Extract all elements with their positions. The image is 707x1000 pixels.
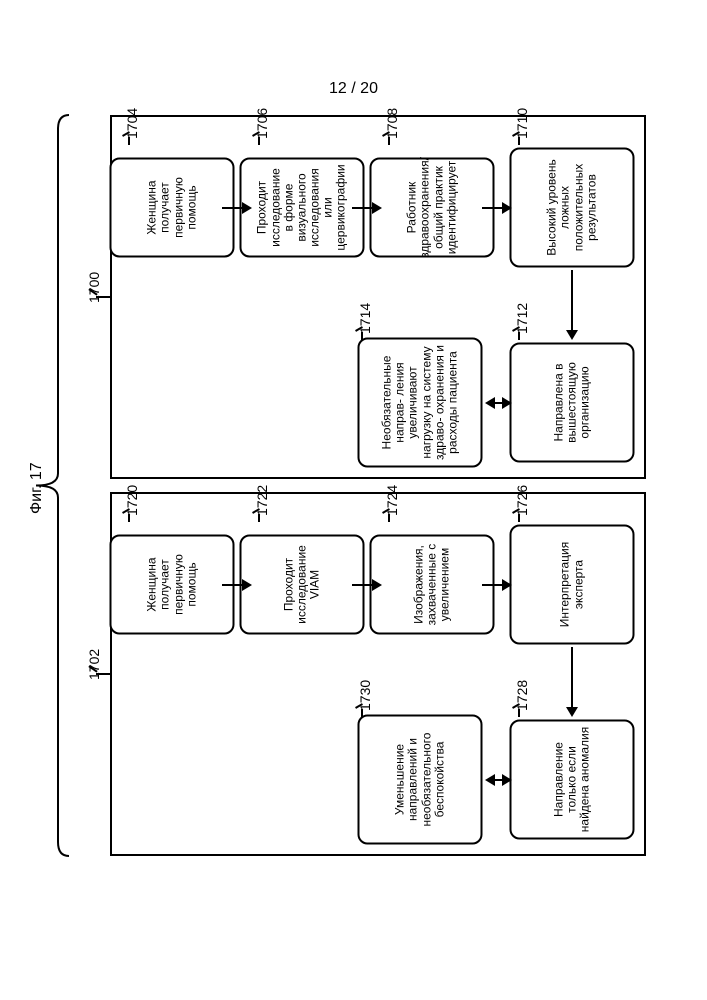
panel-ref-1702: 1702 [86, 649, 102, 680]
page-number: 12 / 20 [0, 80, 707, 98]
arrow-head-1708-1710 [502, 202, 512, 214]
arrow-1706-1708 [352, 207, 372, 209]
node-1722: Проходит исследование VIAM [240, 535, 365, 635]
node-1724: Изображения, захваченные с увеличением [370, 535, 495, 635]
node-1708: Работник здравоохранения/общий практик и… [370, 158, 495, 258]
arrow-head-1710-1712 [566, 330, 578, 340]
node-ref-1720: 1720 [124, 485, 140, 516]
arrow-1710-1712 [571, 270, 573, 330]
arrow-1720-1722 [222, 584, 242, 586]
node-ref-1714: 1714 [357, 303, 373, 334]
node-ref-1730: 1730 [357, 680, 373, 711]
node-ref-1708: 1708 [384, 108, 400, 139]
node-ref-1722: 1722 [254, 485, 270, 516]
node-1706: Проходит исследование в форме визуальног… [240, 158, 365, 258]
dblarrow-head-r-1712-1714 [502, 397, 512, 409]
arrow-head-1704-1706 [242, 202, 252, 214]
node-ref-1724: 1724 [384, 485, 400, 516]
dblarrow-head-r-1728-1730 [502, 774, 512, 786]
node-1710: Высокий уровень ложных положительных рез… [510, 148, 635, 268]
arrow-head-1726-1728 [566, 707, 578, 717]
node-1714: Необязательные направ- ления увеличивают… [358, 338, 483, 468]
arrow-1708-1710 [482, 207, 502, 209]
panel-ref-1700: 1700 [86, 272, 102, 303]
node-ref-1706: 1706 [254, 108, 270, 139]
node-ref-1726: 1726 [514, 485, 530, 516]
node-1730: Уменьшение направлений и необязательного… [358, 715, 483, 845]
node-ref-1728: 1728 [514, 680, 530, 711]
node-1726: Интерпретация эксперта [510, 525, 635, 645]
node-ref-1710: 1710 [514, 108, 530, 139]
arrow-head-1722-1724 [372, 579, 382, 591]
arrow-1726-1728 [571, 647, 573, 707]
dblarrow-head-l-1728-1730 [485, 774, 495, 786]
node-1720: Женщина получает первичную помощь [110, 535, 235, 635]
arrow-head-1720-1722 [242, 579, 252, 591]
dblarrow-1712-1714 [495, 402, 502, 404]
arrow-1722-1724 [352, 584, 372, 586]
figure-caption: Фиг. 17 [28, 462, 46, 514]
arrow-head-1706-1708 [372, 202, 382, 214]
node-ref-1712: 1712 [514, 303, 530, 334]
node-1704: Женщина получает первичную помощь [110, 158, 235, 258]
node-ref-1704: 1704 [124, 108, 140, 139]
arrow-head-1724-1726 [502, 579, 512, 591]
dblarrow-1728-1730 [495, 779, 502, 781]
arrow-1704-1706 [222, 207, 242, 209]
dblarrow-head-l-1712-1714 [485, 397, 495, 409]
arrow-1724-1726 [482, 584, 502, 586]
node-1712: Направлена в вышестоящую организацию [510, 343, 635, 463]
node-1728: Направление только если найдена аномалия [510, 720, 635, 840]
